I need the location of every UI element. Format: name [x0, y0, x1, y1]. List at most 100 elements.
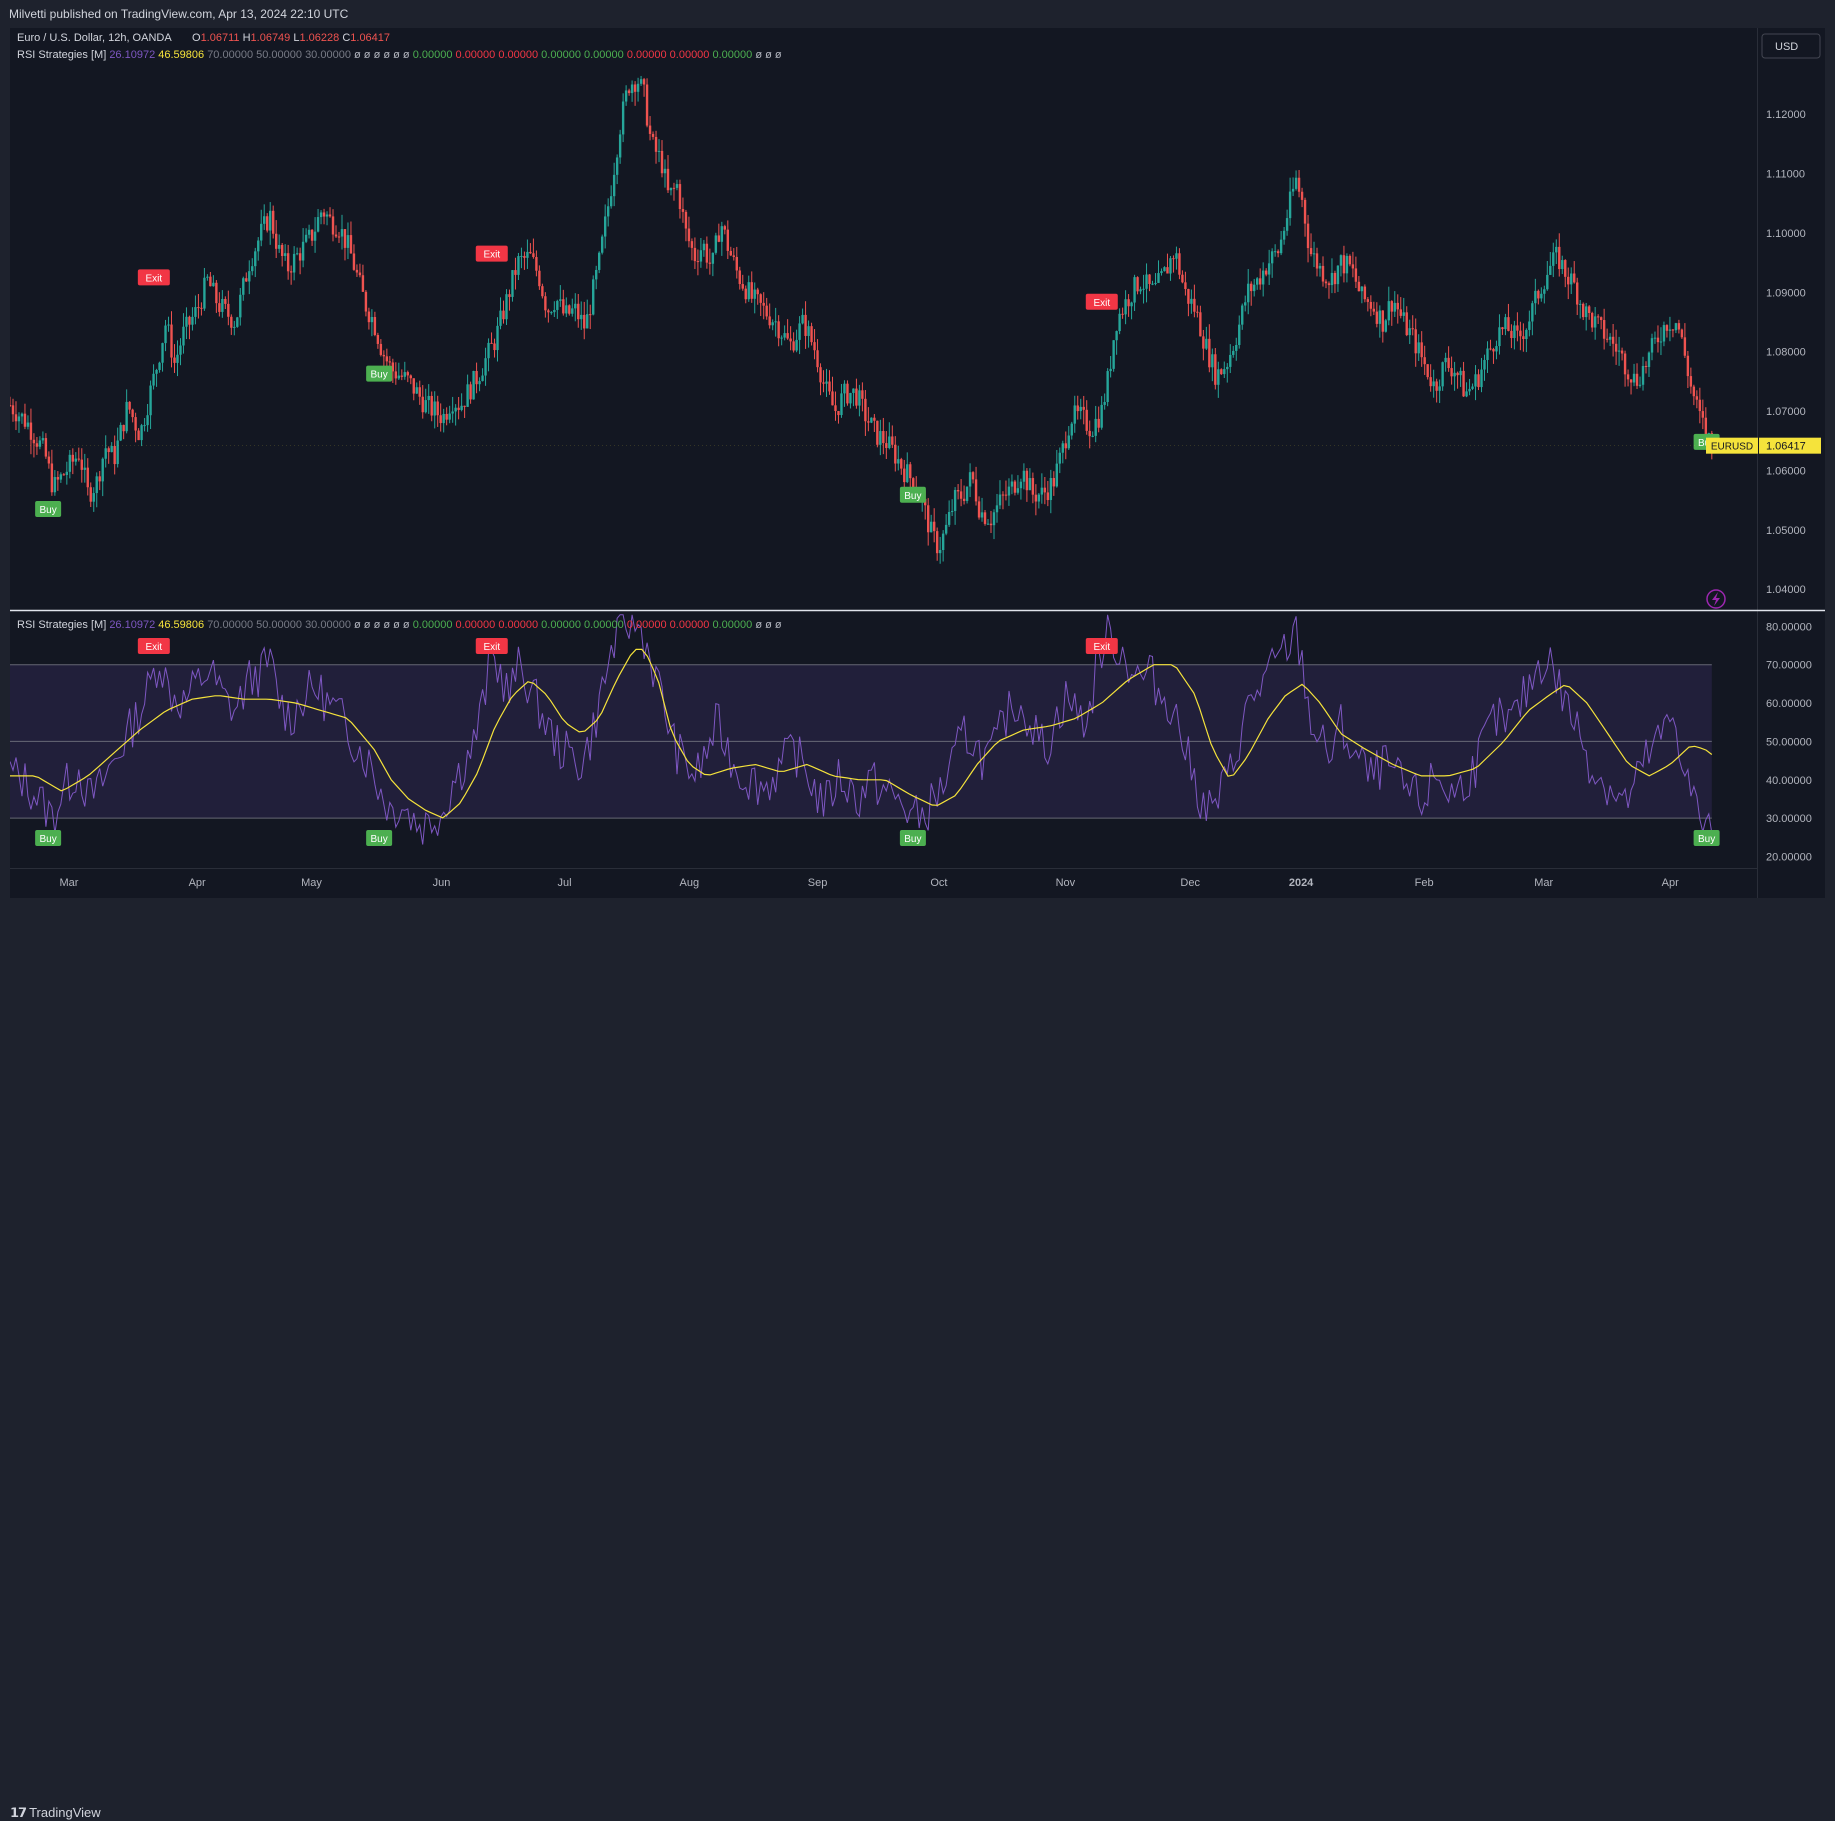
candle[interactable]	[681, 197, 685, 223]
candle[interactable]	[50, 449, 54, 496]
candle[interactable]	[792, 332, 795, 353]
buy-signal-label[interactable]: Buy	[366, 365, 393, 382]
candle[interactable]	[595, 265, 598, 290]
rsi-ma-line[interactable]	[10, 648, 1713, 819]
candle[interactable]	[1390, 300, 1393, 326]
candle[interactable]	[1193, 284, 1196, 318]
candle[interactable]	[1587, 305, 1591, 320]
candle[interactable]	[1022, 463, 1026, 490]
candle[interactable]	[1378, 305, 1382, 338]
candle[interactable]	[448, 405, 451, 424]
candle[interactable]	[627, 88, 631, 96]
candle[interactable]	[771, 319, 774, 331]
candle[interactable]	[1641, 356, 1645, 391]
candle[interactable]	[403, 361, 406, 380]
candle[interactable]	[424, 388, 427, 414]
candle[interactable]	[1091, 431, 1094, 438]
candle[interactable]	[609, 185, 613, 209]
candle[interactable]	[1573, 261, 1576, 284]
candle[interactable]	[146, 403, 149, 432]
candle[interactable]	[170, 311, 173, 368]
candle[interactable]	[598, 251, 601, 274]
candle[interactable]	[140, 423, 143, 447]
candle[interactable]	[1381, 310, 1385, 343]
candle[interactable]	[137, 428, 140, 441]
candle[interactable]	[774, 307, 777, 337]
candle[interactable]	[436, 395, 439, 427]
candle[interactable]	[1118, 308, 1121, 335]
candle[interactable]	[1342, 245, 1346, 283]
candle[interactable]	[529, 243, 532, 254]
candle[interactable]	[1300, 187, 1304, 208]
candle[interactable]	[442, 408, 445, 433]
candle[interactable]	[971, 471, 975, 484]
candle[interactable]	[804, 301, 807, 349]
candle[interactable]	[1154, 273, 1157, 286]
last-price-tag[interactable]: 1.06417	[1759, 437, 1821, 454]
candle[interactable]	[1190, 289, 1193, 314]
candle[interactable]	[956, 484, 960, 500]
candle[interactable]	[421, 385, 424, 419]
candle[interactable]	[514, 257, 517, 290]
candle[interactable]	[894, 436, 897, 472]
candle[interactable]	[992, 509, 996, 540]
candle[interactable]	[1073, 395, 1076, 433]
candle[interactable]	[897, 445, 900, 471]
candle[interactable]	[1253, 278, 1256, 297]
candle[interactable]	[1270, 248, 1274, 278]
candle[interactable]	[891, 425, 894, 449]
candle[interactable]	[1558, 233, 1561, 277]
candle[interactable]	[29, 408, 33, 455]
candle[interactable]	[373, 311, 377, 337]
candle[interactable]	[612, 162, 616, 207]
candle[interactable]	[1474, 365, 1477, 401]
candle[interactable]	[1043, 476, 1047, 505]
candle[interactable]	[1632, 363, 1636, 387]
rsi-line[interactable]	[9, 614, 1713, 845]
candle[interactable]	[110, 442, 113, 453]
candle[interactable]	[1498, 314, 1501, 355]
candle[interactable]	[1121, 307, 1124, 319]
candle[interactable]	[44, 433, 48, 459]
candle[interactable]	[1291, 177, 1295, 197]
candle[interactable]	[221, 290, 224, 318]
candle[interactable]	[367, 307, 371, 330]
candle[interactable]	[867, 407, 870, 432]
candle[interactable]	[457, 396, 460, 420]
candle[interactable]	[589, 304, 592, 330]
candle[interactable]	[1241, 303, 1244, 330]
candle[interactable]	[23, 403, 27, 430]
candle[interactable]	[938, 536, 942, 564]
candle[interactable]	[1172, 255, 1175, 273]
candle[interactable]	[1620, 347, 1624, 361]
candle[interactable]	[167, 316, 170, 332]
candle[interactable]	[801, 308, 804, 325]
candle[interactable]	[475, 362, 478, 394]
candle[interactable]	[1357, 276, 1361, 292]
candle[interactable]	[828, 370, 831, 395]
candle[interactable]	[1689, 367, 1693, 394]
candle[interactable]	[1680, 328, 1684, 339]
candle[interactable]	[358, 263, 362, 278]
candle[interactable]	[565, 297, 568, 318]
candle[interactable]	[1229, 344, 1232, 374]
candle[interactable]	[759, 293, 762, 317]
candle[interactable]	[1387, 286, 1390, 326]
candle[interactable]	[974, 466, 978, 506]
candle[interactable]	[550, 311, 553, 315]
candle[interactable]	[1136, 276, 1139, 295]
candle[interactable]	[1590, 311, 1594, 332]
candle[interactable]	[675, 179, 679, 191]
candle[interactable]	[1139, 286, 1142, 295]
candle[interactable]	[1435, 378, 1438, 403]
candle[interactable]	[1267, 249, 1271, 285]
candle[interactable]	[544, 292, 547, 318]
candle[interactable]	[1004, 480, 1008, 501]
candle[interactable]	[834, 391, 837, 421]
candle[interactable]	[1067, 426, 1070, 450]
price-pane[interactable]: ExitBuyBuyExitBuyExitBuy	[8, 75, 1758, 564]
candle[interactable]	[953, 487, 957, 525]
candle[interactable]	[164, 319, 167, 352]
candle[interactable]	[1007, 478, 1011, 506]
candle[interactable]	[852, 388, 855, 407]
